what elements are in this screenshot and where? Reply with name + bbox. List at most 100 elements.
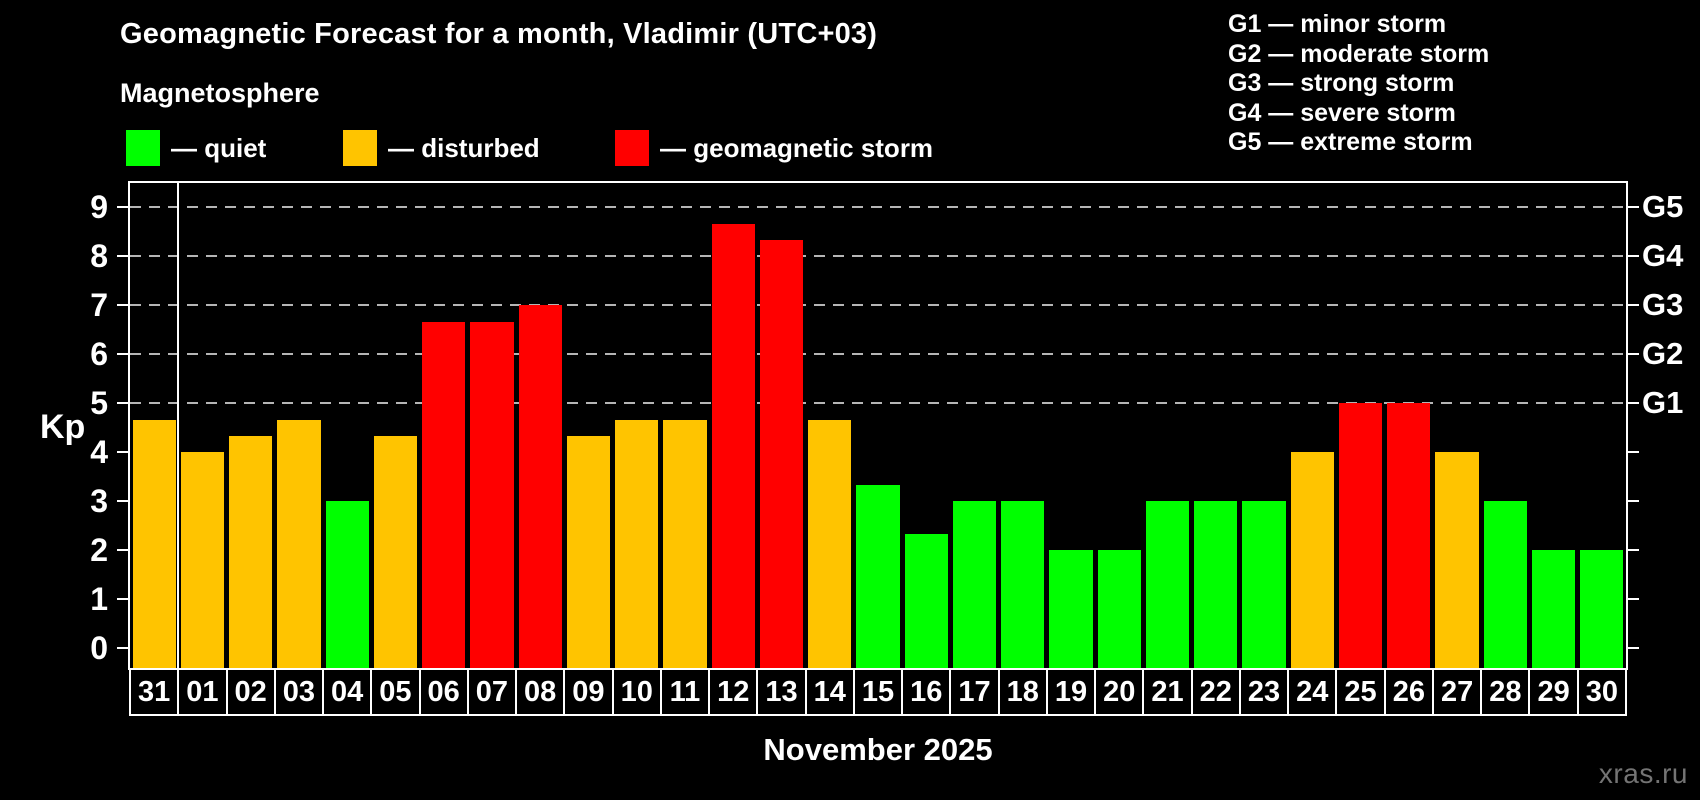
kp-bar-02 [229,436,273,668]
kp-axis-label-7: 7 [90,287,108,324]
kp-bar-05 [373,436,418,668]
kp-bar-09 [566,436,611,668]
day-label-09: 09 [563,668,614,716]
g-legend-item-g4: G4 — severe storm [1228,98,1456,127]
chart-title: Geomagnetic Forecast for a month, Vladim… [120,18,878,50]
kp-bar-12 [711,223,755,668]
g-legend-item-g2: G2 — moderate storm [1228,39,1490,68]
day-label-12: 12 [708,668,759,716]
kp-bar-06 [422,321,466,668]
gridline-kp-7 [130,304,1626,307]
day-label-21: 21 [1142,668,1193,716]
plot-area: 0 1 2 3 4 5 G1 6 G2 7 G3 8 G4 9 G5 31 01 02 03 04 05 06 07 08 09… [90,181,1683,716]
kp-bar-23 [1242,501,1286,668]
kp-bar-14 [808,419,852,668]
day-label-22: 22 [1190,668,1241,716]
day-label-05: 05 [370,668,421,716]
day-label-25: 25 [1335,668,1386,716]
quiet-color-swatch [126,130,160,166]
kp-axis-tick-3 [117,500,129,503]
kp-axis-tick-8 [117,255,129,258]
kp-axis-label-2: 2 [90,532,108,569]
day-label-18: 18 [997,668,1048,716]
g-axis-tick-8 [1627,255,1639,258]
day-label-03: 03 [273,668,325,716]
day-label-06: 06 [418,668,469,716]
g-axis-label-g2: G2 [1642,336,1684,372]
day-label-07: 07 [466,668,518,716]
g-axis-tick-3 [1627,500,1639,503]
kp-axis-label-4: 4 [90,434,108,471]
kp-axis-tick-0 [117,647,129,650]
day-label-11: 11 [659,668,711,716]
kp-bar-26 [1387,403,1431,668]
kp-axis-tick-6 [117,353,129,356]
kp-axis-tick-4 [117,451,129,454]
legend-label-disturbed: — disturbed [388,132,540,163]
kp-axis-tick-1 [117,598,129,601]
day-label-17: 17 [949,668,1000,716]
day-label-27: 27 [1431,668,1483,716]
day-label-04: 04 [322,668,373,716]
kp-bar-17 [952,501,997,668]
kp-bar-07 [470,321,514,668]
kp-axis-label-5: 5 [90,385,108,422]
kp-bar-10 [615,419,659,668]
g-axis-label-g4: G4 [1642,238,1684,274]
day-label-28: 28 [1480,668,1531,716]
kp-bar-15 [856,485,900,668]
g-scale-legend: G1 — minor storm G2 — moderate storm G3 … [1228,10,1489,158]
legend-item-storm: — geomagnetic storm [615,129,933,167]
kp-bar-03 [277,419,321,668]
kp-bar-18 [1001,501,1045,668]
kp-axis-tick-7 [117,304,129,307]
kp-bar-24 [1290,452,1334,668]
day-label-29: 29 [1528,668,1579,716]
g-legend-item-g1: G1 — minor storm [1228,10,1447,38]
day-label-15: 15 [852,668,904,716]
kp-axis-label-9: 9 [90,189,108,226]
day-label-02: 02 [225,668,276,716]
kp-axis-tick-2 [117,549,129,552]
kp-bar-08 [518,305,562,668]
g-axis-tick-7 [1627,304,1639,307]
kp-axis-tick-9 [117,206,129,209]
chart-subtitle: Magnetosphere [120,78,320,108]
kp-axis-label-3: 3 [90,483,108,520]
kp-bar-31 [132,419,176,668]
g-legend-item-g3: G3 — strong storm [1228,69,1455,97]
day-label-10: 10 [611,668,662,716]
gridline-kp-6 [130,353,1626,356]
kp-bar-27 [1435,452,1479,668]
g-axis-label-g1: G1 [1642,385,1684,421]
kp-axis-label-8: 8 [90,238,108,275]
kp-bar-21 [1145,501,1190,668]
day-label-14: 14 [804,668,855,716]
kp-bar-16 [904,534,948,668]
kp-axis-label-6: 6 [90,336,108,373]
disturbed-color-swatch [343,130,377,166]
y-axis-title: Kp [40,408,86,446]
legend-item-quiet: — quiet [126,129,266,167]
storm-color-swatch [615,130,649,166]
day-label-26: 26 [1383,668,1434,716]
kp-bar-29 [1531,550,1576,668]
day-label-23: 23 [1238,668,1290,716]
gridline-kp-8 [130,255,1626,258]
g-axis-tick-9 [1627,206,1639,209]
kp-axis-label-0: 0 [90,630,108,667]
kp-bar-30 [1580,550,1624,668]
kp-axis-label-1: 1 [90,581,108,618]
g-axis-label-g5: G5 [1642,189,1684,225]
x-axis-title: November 2025 [763,732,993,767]
g-axis-tick-0 [1627,647,1639,650]
kp-bar-13 [759,240,804,668]
gridline-kp-5 [130,402,1626,405]
legend-label-storm: — geomagnetic storm [660,132,934,163]
legend-item-disturbed: — disturbed [343,129,540,167]
watermark: xras.ru [1598,758,1688,789]
month-separator-line [177,183,180,668]
day-label-01: 01 [177,668,228,716]
g-axis-tick-6 [1627,353,1639,356]
day-label-20: 20 [1094,668,1145,716]
